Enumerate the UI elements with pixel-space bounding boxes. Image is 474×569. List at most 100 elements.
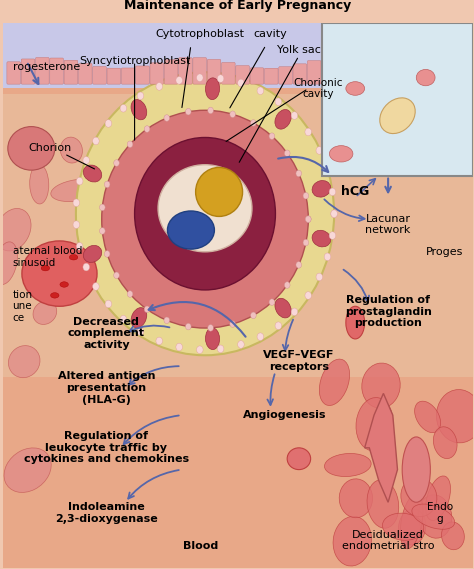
FancyBboxPatch shape <box>236 65 249 84</box>
Ellipse shape <box>312 180 331 197</box>
FancyBboxPatch shape <box>50 58 64 84</box>
Text: aternal blood
sinusoid: aternal blood sinusoid <box>12 246 82 268</box>
Circle shape <box>144 126 150 133</box>
Text: Chorionic
cavity: Chorionic cavity <box>293 78 342 99</box>
Circle shape <box>100 228 105 234</box>
Circle shape <box>324 253 331 261</box>
Circle shape <box>197 346 203 353</box>
Text: Regulation of
leukocyte traffic by
cytokines and chemokines: Regulation of leukocyte traffic by cytok… <box>24 431 189 464</box>
Ellipse shape <box>426 476 450 521</box>
Circle shape <box>329 188 336 196</box>
Circle shape <box>105 119 112 127</box>
Ellipse shape <box>383 513 424 541</box>
FancyBboxPatch shape <box>7 62 20 84</box>
Ellipse shape <box>415 401 440 432</box>
Ellipse shape <box>206 328 219 349</box>
Circle shape <box>104 181 110 188</box>
FancyBboxPatch shape <box>164 60 178 84</box>
Ellipse shape <box>0 242 18 284</box>
Ellipse shape <box>442 522 465 550</box>
Circle shape <box>185 109 191 115</box>
Text: rogesterone: rogesterone <box>12 61 80 72</box>
Circle shape <box>176 77 182 84</box>
Ellipse shape <box>206 78 219 100</box>
Circle shape <box>114 272 119 279</box>
Ellipse shape <box>402 437 430 502</box>
Circle shape <box>127 141 133 147</box>
Text: cavity: cavity <box>254 29 288 39</box>
Circle shape <box>331 210 337 217</box>
Circle shape <box>100 204 105 211</box>
Ellipse shape <box>356 398 393 451</box>
Ellipse shape <box>60 282 68 287</box>
Circle shape <box>137 328 144 335</box>
Ellipse shape <box>362 363 400 408</box>
Text: VEGF–VEGF
receptors: VEGF–VEGF receptors <box>263 350 335 372</box>
Ellipse shape <box>319 359 350 406</box>
Circle shape <box>257 333 264 340</box>
FancyBboxPatch shape <box>21 59 35 84</box>
Circle shape <box>305 216 311 222</box>
Circle shape <box>237 79 244 87</box>
Circle shape <box>83 263 90 271</box>
Ellipse shape <box>30 164 49 204</box>
Ellipse shape <box>275 298 291 318</box>
Circle shape <box>73 221 80 229</box>
Circle shape <box>120 315 127 323</box>
Ellipse shape <box>339 479 373 518</box>
Circle shape <box>105 300 112 308</box>
Ellipse shape <box>437 390 474 443</box>
Ellipse shape <box>275 109 291 129</box>
FancyBboxPatch shape <box>3 23 473 89</box>
Ellipse shape <box>83 165 102 182</box>
Ellipse shape <box>158 164 252 252</box>
Circle shape <box>331 210 337 217</box>
Circle shape <box>208 107 213 114</box>
Text: Angiogenesis: Angiogenesis <box>243 410 327 420</box>
Circle shape <box>291 308 298 316</box>
Circle shape <box>316 273 323 281</box>
Ellipse shape <box>22 241 97 306</box>
Circle shape <box>120 105 127 112</box>
Ellipse shape <box>346 306 365 339</box>
Circle shape <box>83 156 90 164</box>
Circle shape <box>230 111 236 118</box>
Circle shape <box>164 115 170 121</box>
Ellipse shape <box>196 167 243 216</box>
Circle shape <box>176 343 182 351</box>
Text: Yolk sac: Yolk sac <box>277 46 321 55</box>
Ellipse shape <box>380 98 415 134</box>
Circle shape <box>185 323 191 330</box>
FancyBboxPatch shape <box>207 59 221 84</box>
Ellipse shape <box>433 427 457 459</box>
Circle shape <box>217 345 224 353</box>
Text: Regulation of
prostaglandin
production: Regulation of prostaglandin production <box>345 295 431 328</box>
FancyBboxPatch shape <box>3 89 473 568</box>
FancyBboxPatch shape <box>179 58 192 84</box>
Ellipse shape <box>401 477 437 517</box>
Circle shape <box>92 137 99 145</box>
Circle shape <box>92 283 99 290</box>
FancyBboxPatch shape <box>293 64 307 84</box>
Circle shape <box>316 147 323 154</box>
Ellipse shape <box>33 301 57 324</box>
Circle shape <box>197 74 203 81</box>
Circle shape <box>329 232 336 240</box>
Ellipse shape <box>8 126 55 170</box>
Circle shape <box>275 322 282 329</box>
Ellipse shape <box>0 208 31 251</box>
Text: Altered antigen
presentation
(HLA-G): Altered antigen presentation (HLA-G) <box>58 372 155 405</box>
Circle shape <box>114 160 119 166</box>
FancyBboxPatch shape <box>264 68 278 84</box>
Circle shape <box>137 92 144 100</box>
Ellipse shape <box>51 292 59 298</box>
Text: Proges: Proges <box>426 247 463 257</box>
Text: Endo
g: Endo g <box>427 502 453 524</box>
FancyBboxPatch shape <box>3 94 473 377</box>
Ellipse shape <box>329 146 353 162</box>
Ellipse shape <box>102 110 308 328</box>
Circle shape <box>104 251 110 257</box>
Circle shape <box>324 167 331 175</box>
FancyBboxPatch shape <box>121 68 135 84</box>
Ellipse shape <box>312 230 331 247</box>
